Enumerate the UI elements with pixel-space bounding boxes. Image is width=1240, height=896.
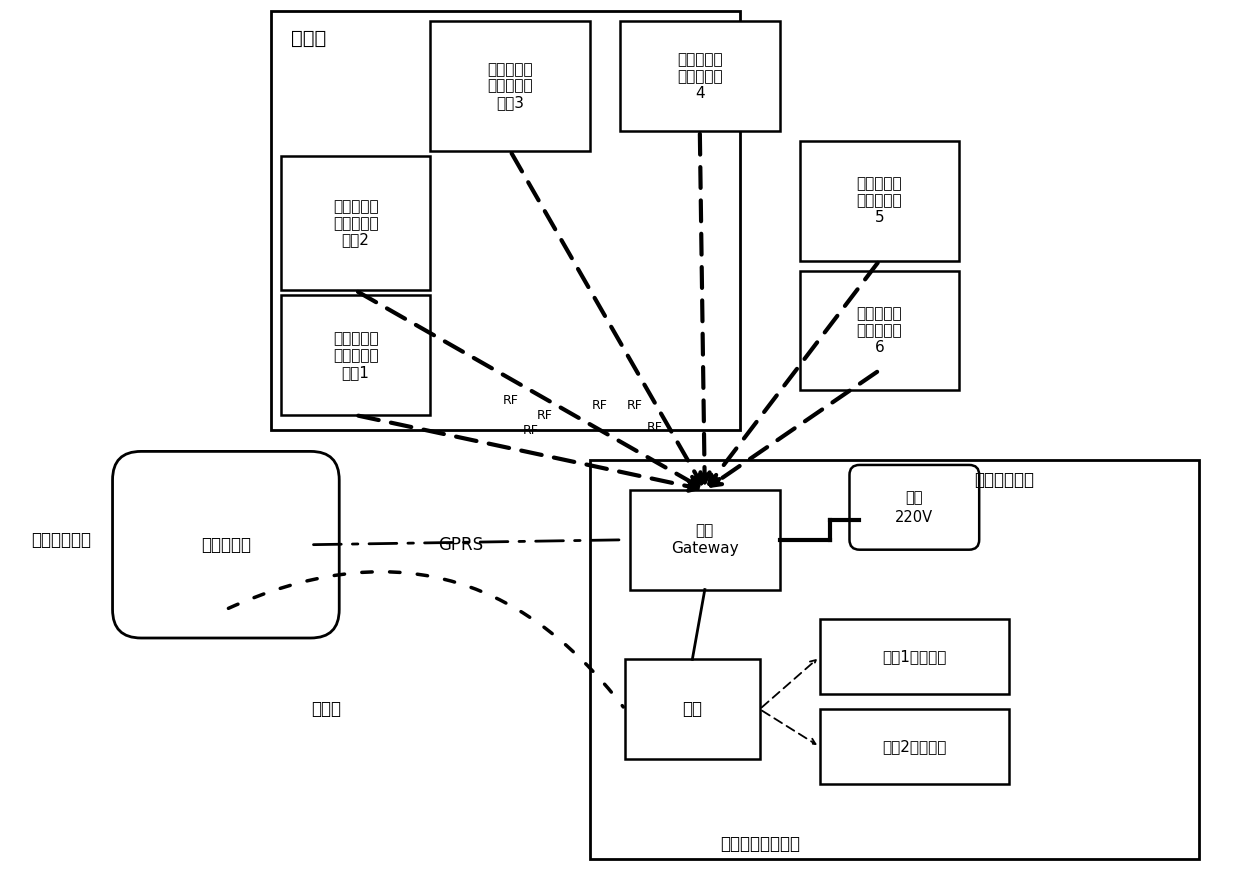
Text: 测温无线传: 测温无线传 — [487, 79, 533, 93]
Text: 感器2: 感器2 — [342, 233, 370, 247]
Text: 测温无线传: 测温无线传 — [332, 216, 378, 230]
Text: 测温无线传: 测温无线传 — [332, 348, 378, 363]
Bar — [620, 22, 780, 131]
Text: 无线传感器: 无线传感器 — [857, 323, 903, 338]
Text: 4: 4 — [694, 86, 704, 100]
Bar — [630, 490, 780, 590]
Text: 软件2处理数据: 软件2处理数据 — [882, 739, 946, 754]
Text: RF: RF — [502, 393, 518, 407]
Text: 待校准测温: 待校准测温 — [857, 177, 903, 192]
Text: 无线传输数据: 无线传输数据 — [975, 471, 1034, 489]
Text: 高精度参考: 高精度参考 — [332, 199, 378, 214]
Bar — [430, 22, 590, 151]
Text: 网关: 网关 — [696, 523, 714, 538]
Text: 电脑: 电脑 — [682, 700, 702, 719]
Text: 无线远程处理数据: 无线远程处理数据 — [719, 835, 800, 853]
Text: 待校准测温: 待校准测温 — [857, 306, 903, 321]
Text: RF: RF — [522, 424, 538, 436]
Bar — [800, 271, 960, 390]
Text: 互联网: 互联网 — [311, 700, 341, 719]
Text: RF: RF — [537, 409, 553, 422]
Text: 电商云服务器: 电商云服务器 — [31, 530, 92, 548]
Text: 软件1读取数据: 软件1读取数据 — [882, 650, 946, 664]
Text: 5: 5 — [874, 211, 884, 225]
Text: RF: RF — [593, 399, 608, 411]
Text: 高精度参考: 高精度参考 — [332, 331, 378, 346]
Bar — [280, 296, 430, 415]
Text: 待校准测温: 待校准测温 — [677, 52, 723, 66]
Text: RF: RF — [627, 399, 642, 411]
Text: GPRS: GPRS — [438, 536, 482, 554]
Bar — [820, 619, 1009, 694]
Bar — [820, 710, 1009, 784]
Text: 感器1: 感器1 — [342, 365, 370, 380]
Text: 云数据平台: 云数据平台 — [201, 536, 250, 554]
Text: 无线传感器: 无线传感器 — [857, 194, 903, 208]
Bar — [270, 12, 740, 430]
Text: RF: RF — [647, 420, 663, 434]
Bar — [590, 460, 1199, 858]
FancyBboxPatch shape — [113, 452, 340, 638]
Text: 220V: 220V — [895, 510, 934, 525]
Text: 电源: 电源 — [905, 490, 923, 504]
FancyBboxPatch shape — [849, 465, 980, 549]
Bar — [280, 156, 430, 290]
Bar — [800, 141, 960, 261]
Text: 6: 6 — [874, 340, 884, 355]
Text: 温控箱: 温控箱 — [290, 30, 326, 48]
Text: 感器3: 感器3 — [496, 96, 525, 110]
Text: 高精度参考: 高精度参考 — [487, 62, 533, 77]
Bar — [625, 659, 760, 759]
Text: Gateway: Gateway — [671, 541, 739, 556]
Text: 无线传感器: 无线传感器 — [677, 69, 723, 83]
